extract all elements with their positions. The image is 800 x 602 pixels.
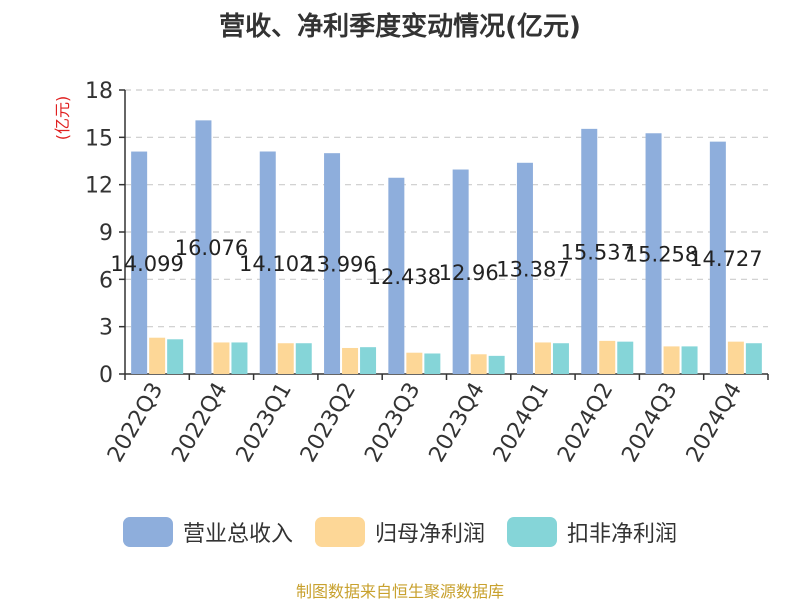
- x-tick-label: 2024Q4: [682, 379, 747, 467]
- data-label-revenue: 15.537: [561, 240, 634, 264]
- x-tick-label: 2023Q4: [425, 379, 490, 467]
- bar-deducted-profit: [552, 343, 569, 374]
- bar-revenue: [259, 151, 276, 374]
- bar-deducted-profit: [231, 342, 248, 374]
- x-tick-label: 2023Q1: [232, 379, 297, 467]
- x-tick-label: 2024Q1: [489, 379, 554, 467]
- bar-net-profit: [534, 342, 551, 374]
- bar-net-profit: [342, 347, 359, 374]
- data-label-revenue: 14.099: [110, 252, 183, 276]
- y-tick-label: 0: [99, 363, 113, 388]
- legend-label-net-profit: 归母净利润: [374, 522, 485, 547]
- data-label-revenue: 16.076: [175, 236, 248, 260]
- y-tick-label: 12: [85, 174, 113, 199]
- legend-swatch-net-profit: [314, 517, 365, 547]
- data-label-revenue: 14.727: [689, 247, 762, 271]
- bar-net-profit: [213, 342, 230, 374]
- bar-deducted-profit: [424, 353, 441, 374]
- bar-deducted-profit: [360, 347, 377, 374]
- y-axis-unit: (亿元): [53, 96, 72, 141]
- chart-title: 营收、净利季度变动情况(亿元): [219, 12, 581, 42]
- bar-deducted-profit: [617, 341, 634, 374]
- gridlines: [125, 89, 768, 328]
- x-tick-label: 2024Q2: [553, 379, 618, 467]
- bar-net-profit: [406, 352, 423, 374]
- bar-net-profit: [727, 341, 744, 374]
- data-label-revenue: 15.258: [625, 243, 698, 267]
- bar-net-profit: [470, 354, 487, 374]
- bar-revenue: [581, 128, 598, 374]
- y-tick-label: 15: [85, 126, 113, 151]
- x-tick-label: 2023Q3: [360, 379, 425, 467]
- legend-label-revenue: 营业总收入: [182, 522, 293, 547]
- x-tick-label: 2022Q3: [103, 379, 168, 467]
- bar-deducted-profit: [488, 355, 505, 374]
- bar-net-profit: [149, 337, 166, 374]
- x-tick-label: 2024Q3: [617, 379, 682, 467]
- bar-revenue: [195, 120, 212, 374]
- data-label-revenue: 12.438: [368, 265, 441, 289]
- bar-revenue: [516, 162, 533, 374]
- x-tick-label: 2023Q2: [296, 379, 361, 467]
- legend-swatch-revenue: [122, 517, 173, 547]
- bar-revenue: [388, 177, 405, 374]
- bar-revenue: [452, 169, 469, 374]
- legend-label-deducted-profit: 扣非净利润: [567, 522, 678, 547]
- data-labels: 14.09916.07614.10213.99612.43812.9613.38…: [110, 236, 762, 289]
- bar-revenue: [709, 141, 726, 374]
- y-tick-label: 6: [99, 268, 113, 293]
- bar-net-profit: [663, 346, 680, 374]
- bar-revenue: [645, 133, 662, 374]
- bars: [131, 120, 762, 374]
- data-label-revenue: 13.387: [496, 257, 569, 281]
- bar-net-profit: [599, 340, 616, 374]
- y-tick-label: 18: [85, 79, 113, 104]
- bar-deducted-profit: [745, 343, 762, 374]
- source-note: 制图数据来自恒生聚源数据库: [295, 582, 504, 601]
- legend: 营业总收入 归母净利润 扣非净利润: [0, 516, 800, 548]
- bar-revenue: [131, 151, 148, 374]
- bar-revenue: [324, 153, 341, 374]
- bar-net-profit: [277, 343, 294, 374]
- bar-deducted-profit: [167, 339, 184, 374]
- y-tick-label: 3: [99, 316, 113, 341]
- data-label-revenue: 14.102: [239, 252, 312, 276]
- legend-item-revenue[interactable]: 营业总收入: [122, 516, 293, 548]
- data-label-revenue: 13.996: [303, 253, 376, 277]
- x-tick-label: 2022Q4: [167, 379, 232, 467]
- legend-item-net-profit[interactable]: 归母净利润: [314, 516, 485, 548]
- legend-swatch-deducted-profit: [507, 517, 557, 547]
- bar-deducted-profit: [295, 343, 312, 374]
- data-label-revenue: 12.96: [439, 261, 499, 285]
- legend-item-deducted-profit[interactable]: 扣非净利润: [507, 516, 677, 548]
- bar-deducted-profit: [681, 346, 698, 374]
- y-tick-label: 9: [99, 221, 113, 246]
